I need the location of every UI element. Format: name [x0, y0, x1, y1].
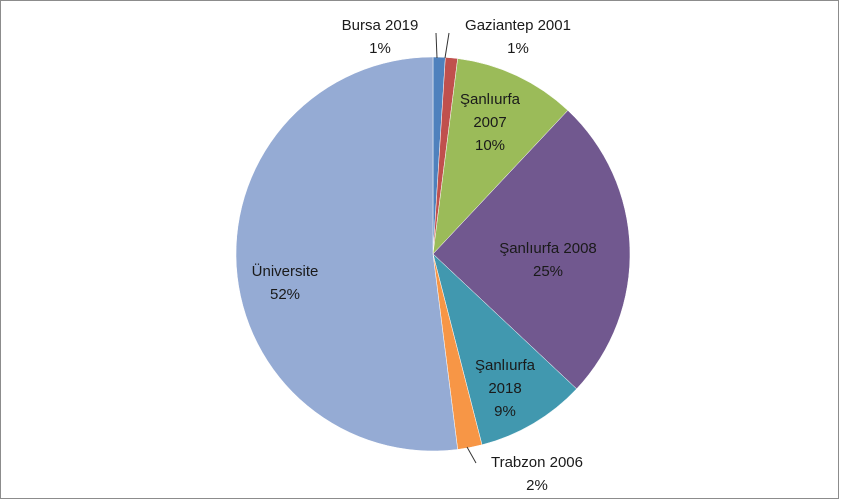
leader-line — [444, 32, 450, 59]
leader-line — [466, 446, 477, 464]
data-label: Trabzon 2006 2% — [467, 451, 607, 497]
label-category: Bursa 2019 — [341, 17, 419, 34]
label-value: 9% — [494, 403, 516, 420]
label-category: Şanlıurfa 2008 — [499, 240, 597, 257]
label-value: 52% — [269, 286, 301, 303]
data-label: Şanlıurfa 2018 9% — [465, 354, 545, 423]
pie-slice — [432, 253, 577, 446]
data-label: Bursa 2019 1% — [320, 14, 440, 60]
pie-slice — [432, 110, 631, 390]
label-value: 10% — [474, 137, 506, 154]
label-value: 2% — [526, 477, 548, 494]
data-label: Şanlıurfa 2008 25% — [473, 237, 623, 283]
data-label: Üniversite 52% — [225, 260, 345, 306]
label-category: Üniversite — [251, 263, 319, 280]
pie-slice — [235, 56, 458, 452]
label-value: 25% — [532, 263, 564, 280]
label-category: Şanlıurfa 2007 — [459, 91, 521, 131]
leader-line — [435, 32, 438, 59]
label-value: 1% — [369, 40, 391, 57]
data-label: Şanlıurfa 2007 10% — [450, 88, 530, 157]
data-label: Gaziantep 2001 1% — [448, 14, 588, 60]
label-category: Gaziantep 2001 — [465, 17, 571, 34]
pie-slice — [432, 58, 569, 255]
label-value: 1% — [507, 40, 529, 57]
pie — [235, 56, 631, 452]
label-category: Trabzon 2006 — [490, 454, 583, 471]
label-category: Şanlıurfa 2018 — [474, 357, 536, 397]
